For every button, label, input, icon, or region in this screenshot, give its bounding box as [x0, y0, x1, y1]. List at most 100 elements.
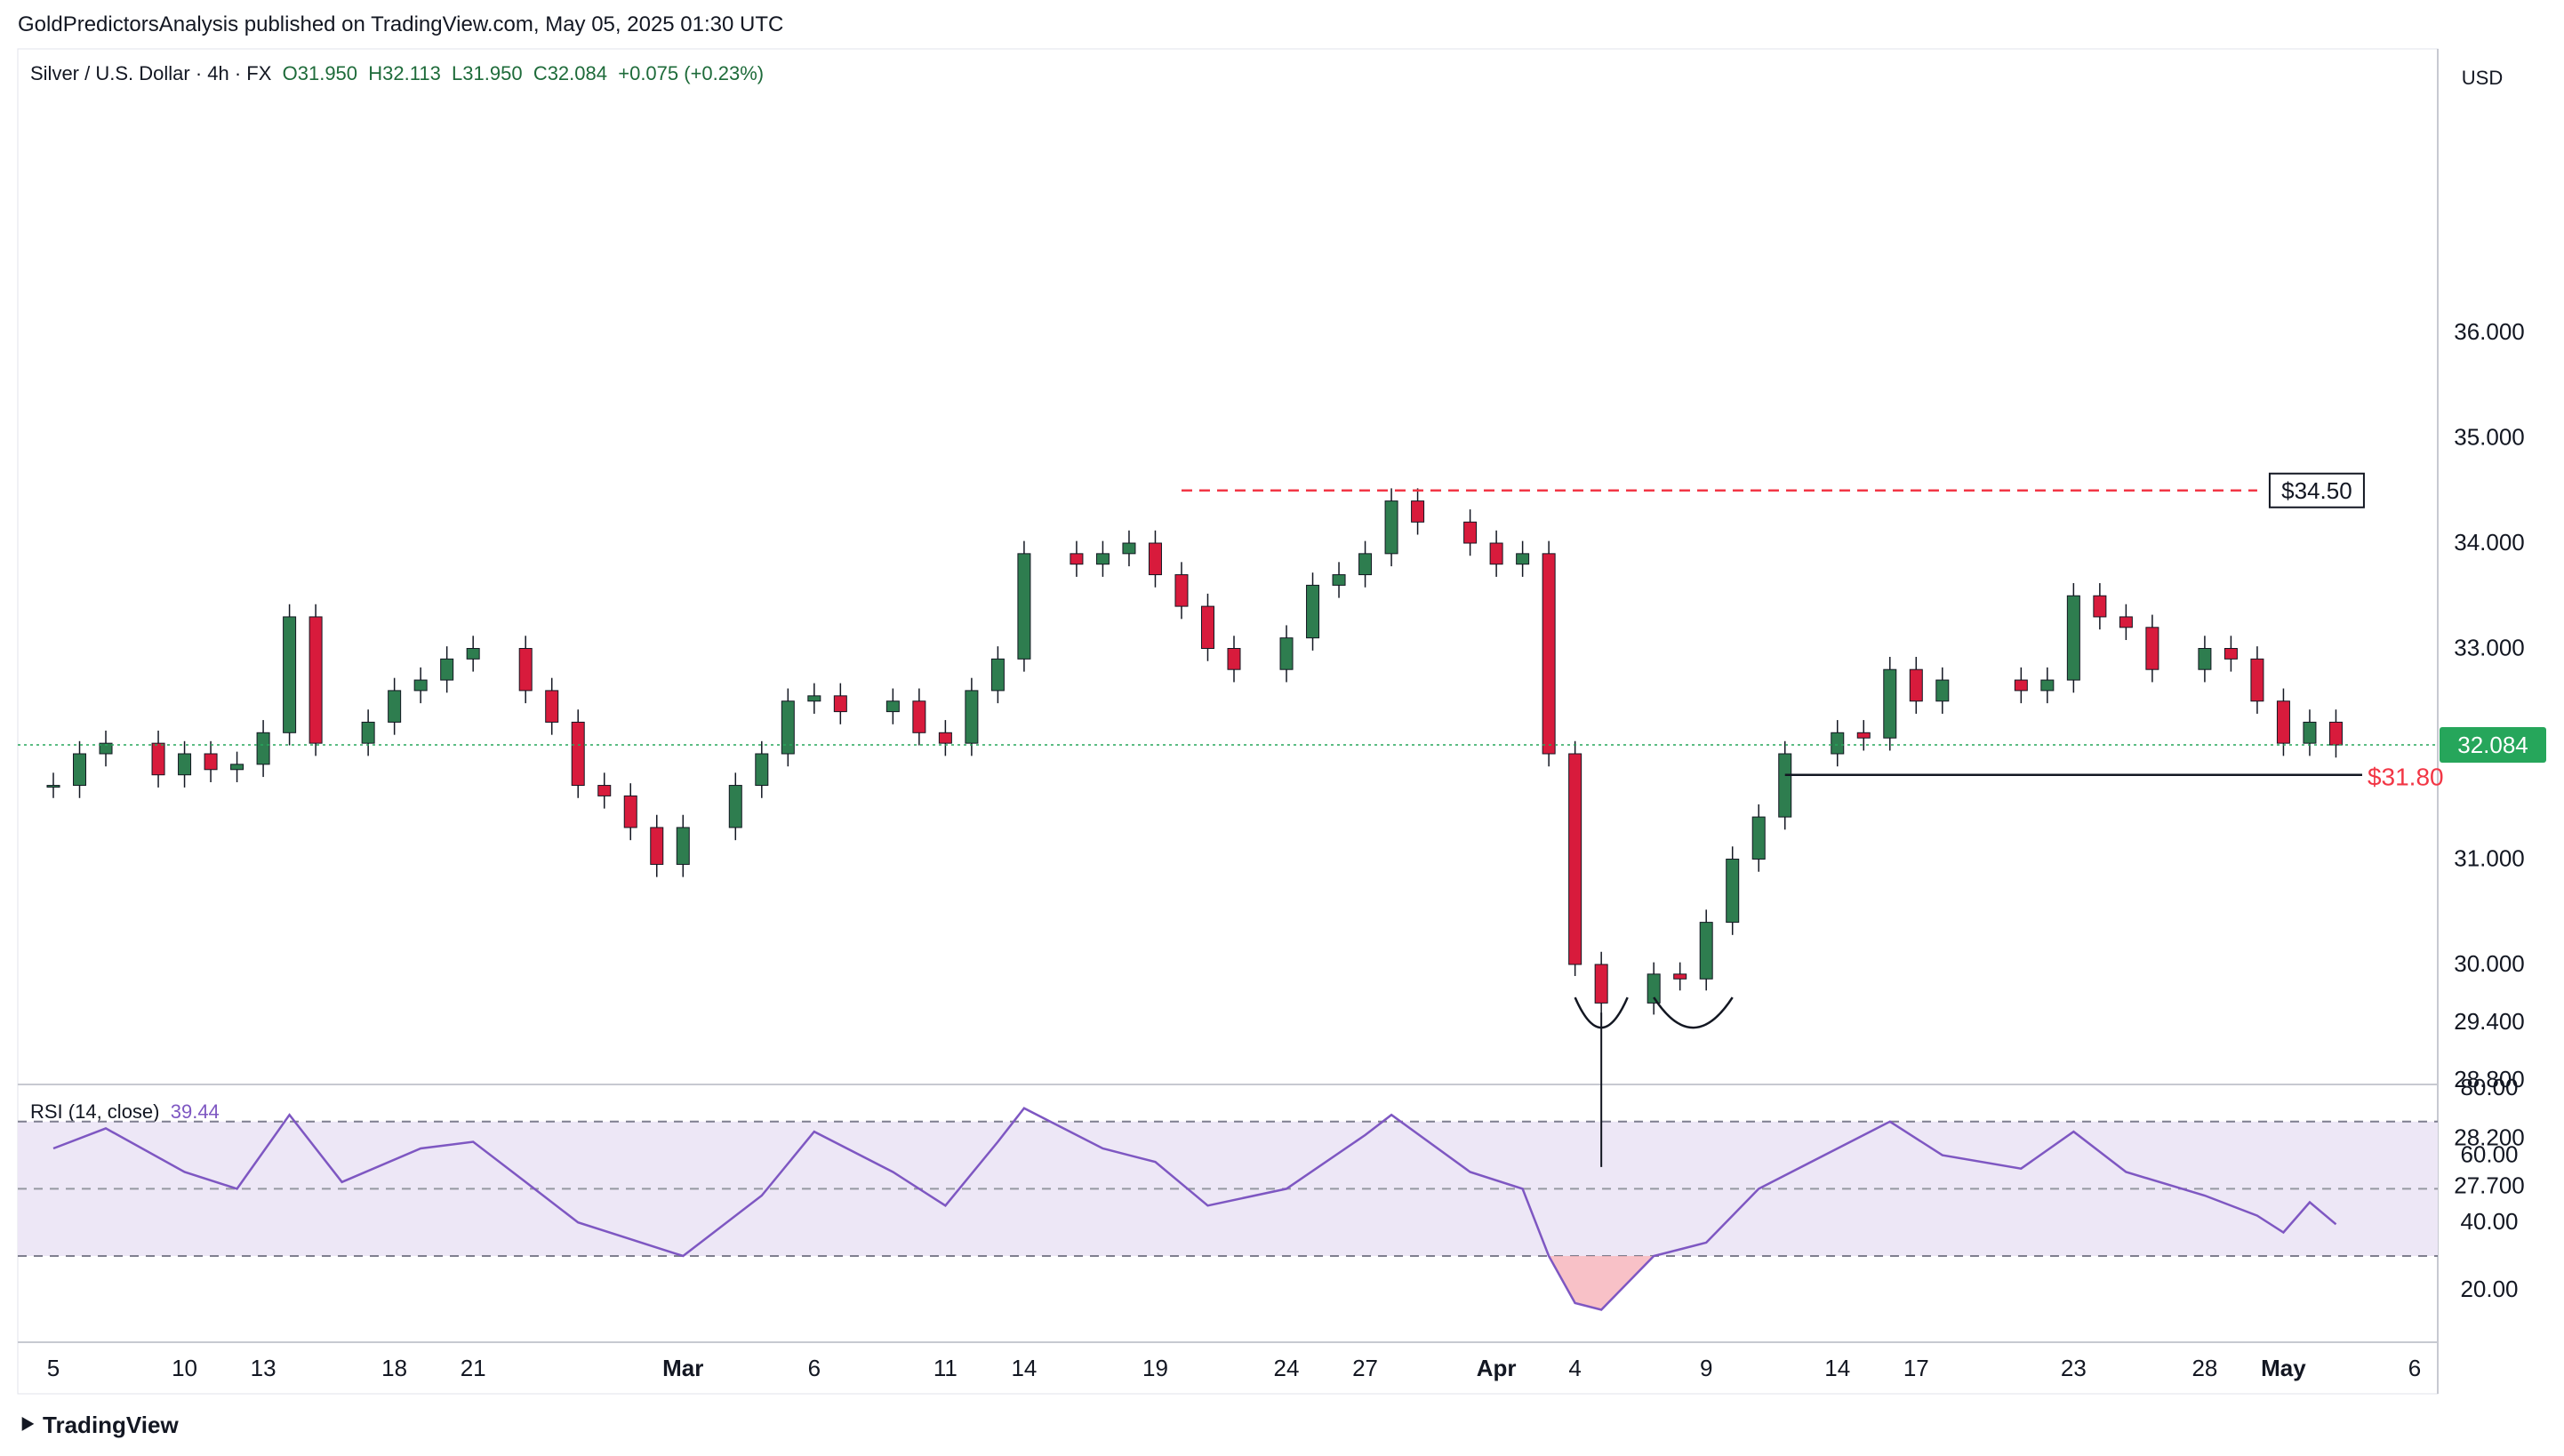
candle-up [388, 690, 402, 723]
time-tick-label: 24 [1274, 1355, 1300, 1381]
candle-up [2303, 721, 2317, 744]
tradingview-logo[interactable]: ⯈ TradingView [18, 1412, 179, 1440]
candle-up [755, 753, 769, 787]
candle-up [230, 764, 244, 771]
rsi-value: 39.44 [170, 1100, 220, 1123]
price-tick-label: 28.200 [2454, 1124, 2525, 1150]
candle-up [361, 721, 375, 744]
symbol-legend: Silver / U.S. Dollar · 4h · FX O31.950 H… [30, 62, 764, 85]
candle-down [1542, 553, 1556, 755]
ohlc-low: L31.950 [452, 62, 523, 84]
ohlc-open: O31.950 [282, 62, 358, 84]
candle-up [1778, 753, 1792, 818]
resistance-label-box [2268, 472, 2365, 508]
price-tick-label: 30.000 [2454, 950, 2525, 977]
candle-up [99, 742, 113, 755]
candle-up [965, 690, 979, 744]
ohlc-close: C32.084 [533, 62, 607, 84]
candle-up [885, 700, 900, 713]
candle-down [2014, 679, 2028, 692]
candle-down [545, 690, 559, 723]
candle-up [178, 753, 192, 776]
time-tick-label: 13 [251, 1355, 276, 1381]
candle-down [151, 742, 165, 776]
price-tick-label: 27.700 [2454, 1172, 2525, 1199]
candle-up [1726, 859, 1740, 924]
price-tick-label: 35.000 [2454, 424, 2525, 451]
time-tick-label: 23 [2061, 1355, 2087, 1381]
candle-down [1673, 973, 1687, 980]
time-tick-label: Mar [662, 1355, 703, 1381]
current-price-label: 32.084 [2457, 732, 2528, 758]
candle-up [466, 648, 480, 660]
time-tick-label: 14 [1824, 1355, 1850, 1381]
support-label: $31.80 [2368, 764, 2444, 791]
candle-up [1751, 816, 1766, 860]
candle-up [1306, 584, 1320, 639]
candle-up [1516, 553, 1530, 565]
candle-down [1070, 553, 1084, 565]
candle-down [2093, 595, 2107, 618]
candle-down [2223, 648, 2238, 660]
candle-up [1831, 732, 1845, 755]
candle-down [1200, 605, 1214, 649]
candle-up [1332, 574, 1346, 586]
current-price-tag [2440, 727, 2546, 764]
candle-up [2066, 595, 2080, 681]
time-tick-label: Apr [1477, 1355, 1517, 1381]
candle-up [1935, 679, 1950, 702]
candle-up [413, 679, 428, 692]
rsi-tick-label: 80.00 [2460, 1074, 2518, 1100]
candle-up [1647, 973, 1661, 1004]
candle-down [1489, 542, 1503, 565]
candle-up [73, 753, 87, 787]
candle-up [1122, 542, 1136, 555]
candle-down [2145, 627, 2159, 670]
price-tick-label: 36.000 [2454, 318, 2525, 345]
symbol-title: Silver / U.S. Dollar · 4h · FX [30, 62, 272, 84]
price-tick-label: 28.800 [2454, 1066, 2525, 1092]
time-tick-label: 14 [1011, 1355, 1037, 1381]
candle-down [1148, 542, 1162, 576]
time-tick-label: 11 [933, 1355, 957, 1381]
time-tick-label: May [2261, 1355, 2306, 1381]
time-tick-label: 19 [1142, 1355, 1168, 1381]
candle-up [1358, 553, 1373, 576]
tradingview-brand: TradingView [43, 1412, 179, 1438]
candle-down [1411, 500, 1425, 523]
candle-down [1594, 964, 1608, 1004]
tradingview-logo-icon: ⯈ [18, 1412, 44, 1438]
candle-down [597, 785, 612, 796]
time-tick-label: 21 [461, 1355, 486, 1381]
candle-up [46, 785, 60, 788]
candle-up [1017, 553, 1031, 660]
rsi-legend: RSI (14, close) 39.44 [30, 1100, 220, 1124]
candle-down [1227, 648, 1241, 670]
candle-down [1174, 574, 1189, 607]
candle-down [938, 732, 952, 744]
time-tick-label: 5 [47, 1355, 60, 1381]
price-tick-label: 33.000 [2454, 635, 2525, 661]
candle-down [2119, 616, 2133, 628]
rsi-tick-label: 40.00 [2460, 1208, 2518, 1235]
ohlc-change: +0.075 (+0.23%) [618, 62, 765, 84]
time-tick-label: 6 [2408, 1355, 2421, 1381]
candle-up [1095, 553, 1110, 565]
publisher-line: GoldPredictorsAnalysis published on Trad… [18, 12, 784, 36]
double-bottom-arc [1574, 996, 1629, 1029]
rsi-tick-label: 20.00 [2460, 1276, 2518, 1302]
candle-up [676, 827, 690, 865]
candle-down [833, 695, 847, 713]
time-tick-label: 27 [1352, 1355, 1378, 1381]
rsi-oversold-fill [1549, 1256, 1655, 1310]
time-tick-label: 10 [172, 1355, 197, 1381]
currency-label: USD [2462, 67, 2503, 89]
candle-up [1883, 668, 1897, 739]
double-bottom-arc [1653, 996, 1734, 1029]
candle-up [440, 658, 454, 681]
candle-down [1463, 521, 1478, 544]
rsi-title: RSI (14, close) [30, 1100, 160, 1123]
candle-up [283, 616, 297, 733]
time-tick-label: 17 [1903, 1355, 1929, 1381]
